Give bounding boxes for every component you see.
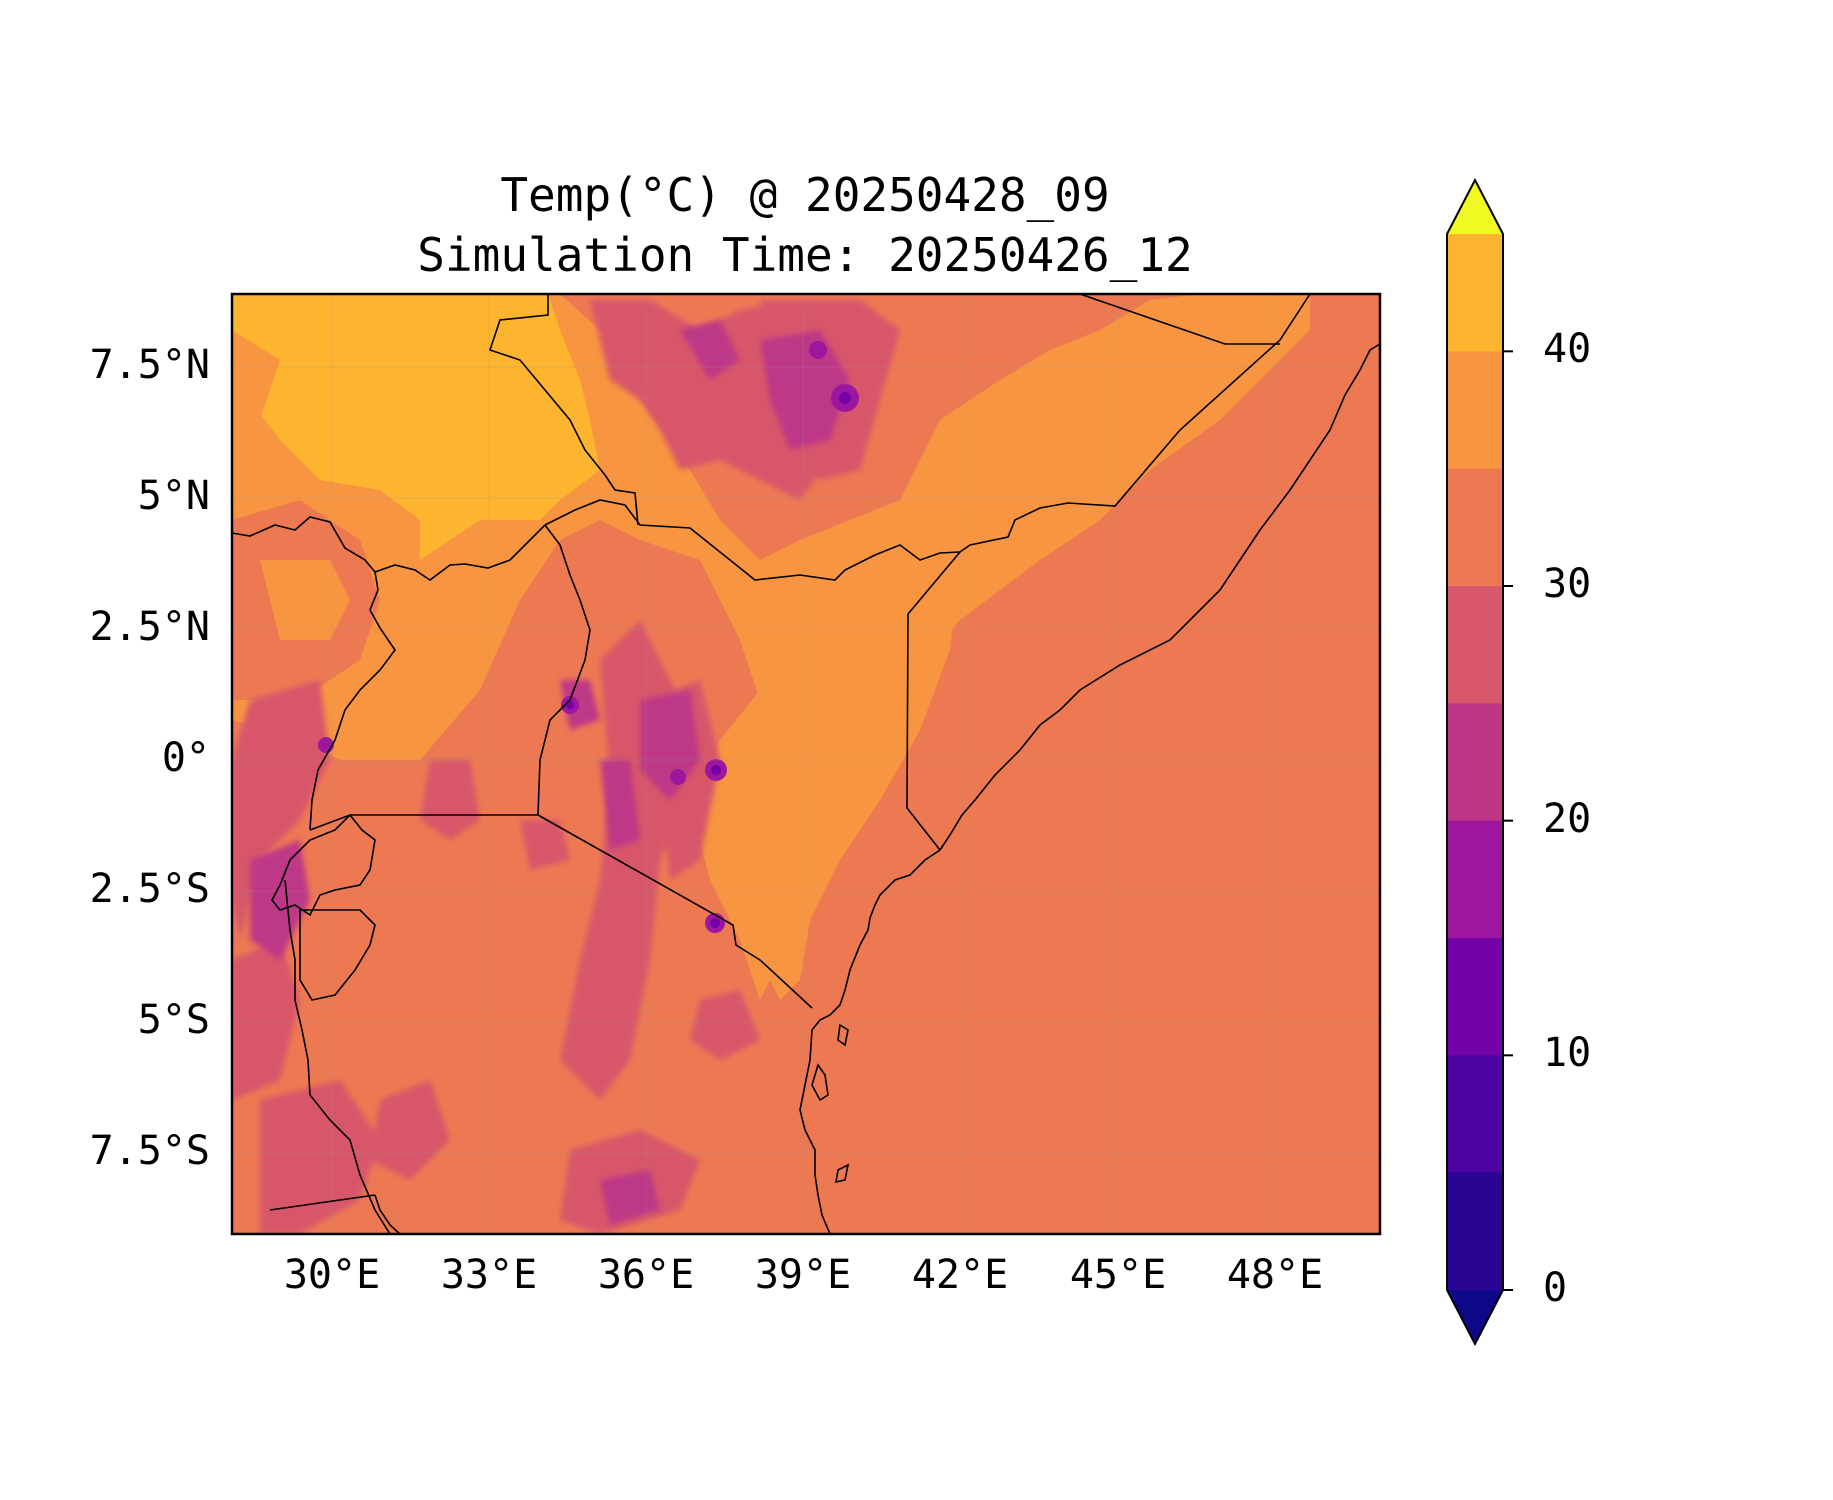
colorbar-tick-label: 20 bbox=[1543, 795, 1592, 842]
colorbar-segment bbox=[1447, 820, 1503, 939]
lat-tick-label: 5°S bbox=[137, 997, 210, 1043]
lat-tick-label: 7.5°N bbox=[89, 342, 210, 388]
map-title: Temp(°C) @ 20250428_09 bbox=[500, 168, 1110, 222]
lat-tick-label: 0° bbox=[161, 735, 210, 781]
colorbar-segment bbox=[1447, 234, 1503, 352]
lon-tick-label: 33°E bbox=[440, 1252, 538, 1298]
colorbar-tick-label: 40 bbox=[1543, 326, 1592, 373]
lon-tick-label: 48°E bbox=[1226, 1252, 1324, 1298]
colorbar-segment bbox=[1447, 1055, 1503, 1174]
lat-tick-label: 2.5°N bbox=[89, 604, 210, 650]
lon-tick-label: 45°E bbox=[1069, 1252, 1167, 1298]
lon-tick-label: 42°E bbox=[911, 1252, 1009, 1298]
colorbar-tick-label: 0 bbox=[1543, 1265, 1568, 1311]
lat-tick-label: 2.5°S bbox=[89, 866, 210, 912]
lat-tick-label: 7.5°S bbox=[89, 1128, 210, 1174]
colorbar-extend-min bbox=[1447, 1290, 1503, 1344]
lon-tick-label: 39°E bbox=[754, 1252, 852, 1298]
country-borders bbox=[232, 294, 1380, 1234]
colorbar-segment bbox=[1447, 351, 1503, 470]
map-subtitle: Simulation Time: 20250426_12 bbox=[417, 228, 1193, 282]
colorbar-segment bbox=[1447, 938, 1503, 1056]
colorbar-segment bbox=[1447, 586, 1503, 704]
lon-tick-label: 30°E bbox=[283, 1252, 381, 1298]
colorbar-segment bbox=[1447, 703, 1503, 822]
lon-tick-label: 36°E bbox=[597, 1252, 695, 1298]
colorbar-segment bbox=[1447, 1172, 1503, 1291]
colorbar-segment bbox=[1447, 468, 1503, 587]
map-frame bbox=[230, 292, 1382, 1236]
temperature-field bbox=[232, 294, 1380, 1234]
lat-tick-label: 5°N bbox=[137, 473, 210, 519]
colorbar-extend-max bbox=[1447, 180, 1503, 234]
colorbar-tick-label: 10 bbox=[1543, 1030, 1592, 1077]
colorbar-tick-label: 30 bbox=[1543, 561, 1592, 607]
colorbar bbox=[1446, 177, 1513, 1347]
